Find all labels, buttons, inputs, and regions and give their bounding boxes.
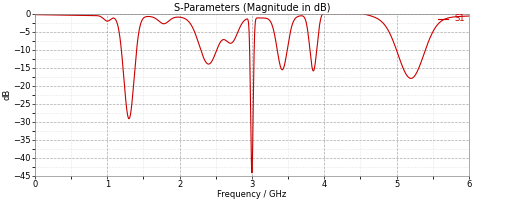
S1 bbox=[135, 36, 141, 39]
S1 bbox=[465, 15, 471, 17]
S1 bbox=[248, 171, 254, 174]
S1 bbox=[137, 24, 143, 26]
Legend: S1: S1 bbox=[437, 15, 464, 23]
S1 bbox=[32, 13, 38, 16]
X-axis label: Frequency / GHz: Frequency / GHz bbox=[217, 190, 286, 199]
S1 bbox=[226, 42, 232, 44]
S1 bbox=[195, 42, 201, 44]
Y-axis label: dB: dB bbox=[3, 89, 12, 100]
S1 bbox=[132, 58, 138, 60]
S1 bbox=[462, 15, 468, 17]
S1 bbox=[319, 12, 325, 15]
Line: S1: S1 bbox=[35, 14, 468, 173]
Title: S-Parameters (Magnitude in dB): S-Parameters (Magnitude in dB) bbox=[173, 3, 329, 13]
